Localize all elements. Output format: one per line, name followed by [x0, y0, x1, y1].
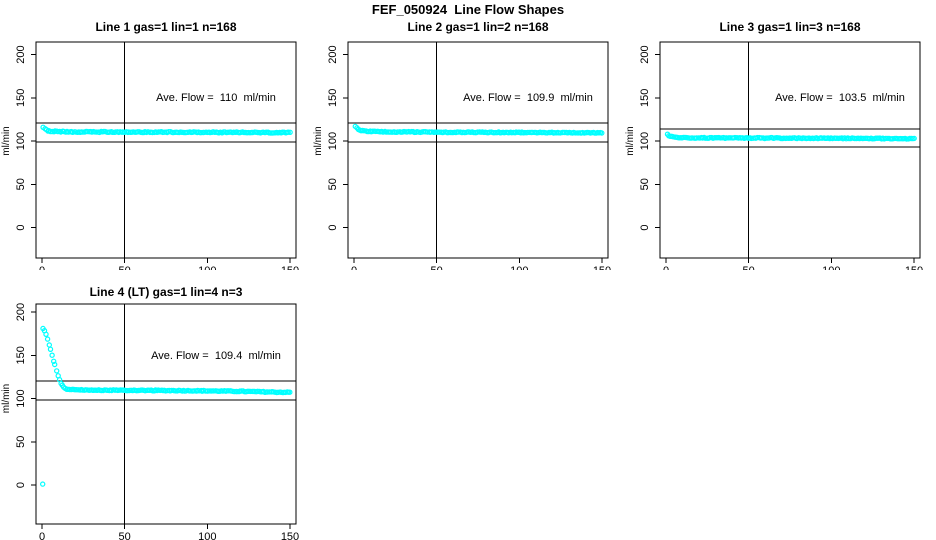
data-point	[201, 129, 207, 136]
data-point	[732, 134, 738, 141]
data-points	[664, 131, 917, 142]
panel-line2-chart: Line 2 gas=1 lin=2 n=168 Ave. Flow = 109…	[313, 20, 611, 270]
data-point	[44, 336, 51, 342]
y-tick-label: 0	[639, 224, 651, 230]
avg-flow-label: Ave. Flow = 103.5 ml/min	[775, 92, 905, 104]
y-tick-label: 200	[639, 45, 651, 63]
y-axis-label: ml/min	[1, 384, 12, 413]
data-point	[693, 135, 700, 141]
avg-flow-label: Ave. Flow = 109.9 ml/min	[463, 92, 593, 104]
x-tick-label: 50	[431, 265, 443, 270]
y-tick-label: 200	[15, 45, 27, 63]
data-point	[43, 331, 49, 338]
data-point	[287, 389, 293, 395]
y-tick-label: 0	[327, 224, 339, 230]
y-tick-label: 100	[15, 389, 27, 407]
y-tick-label: 150	[639, 89, 651, 107]
x-tick-label: 0	[351, 265, 357, 270]
y-tick-label: 100	[639, 132, 651, 150]
x-tick-label: 150	[281, 265, 299, 270]
data-points	[40, 325, 293, 487]
y-tick-label: 50	[15, 178, 27, 190]
y-tick-label: 100	[15, 132, 27, 150]
data-point	[49, 352, 55, 358]
figure-title: FEF_050924 Line Flow Shapes	[371, 2, 565, 17]
panel-line1-chart: Line 1 gas=1 lin=1 n=168 Ave. Flow = 110…	[1, 20, 299, 270]
data-point	[93, 129, 100, 135]
data-point	[474, 129, 481, 135]
x-tick-label: 100	[510, 265, 528, 270]
x-tick-label: 0	[39, 531, 45, 540]
data-point	[109, 129, 116, 135]
x-tick-label: 100	[198, 531, 216, 540]
panel-title: Line 3 gas=1 lin=3 n=168	[719, 20, 860, 34]
y-tick-label: 50	[15, 436, 27, 448]
data-point	[198, 129, 204, 136]
data-point	[370, 128, 376, 134]
x-tick-label: 100	[198, 265, 216, 270]
outlier-point	[40, 481, 46, 487]
data-point	[287, 129, 293, 135]
avg-flow-label: Ave. Flow = 109.4 ml/min	[151, 350, 281, 362]
x-tick-label: 0	[39, 265, 45, 270]
x-tick-label: 150	[593, 265, 611, 270]
x-tick-label: 150	[905, 265, 923, 270]
data-point	[911, 135, 917, 142]
x-tick-label: 50	[119, 531, 131, 540]
y-tick-label: 100	[327, 132, 339, 150]
data-point	[47, 346, 54, 353]
panel-title: Line 1 gas=1 lin=1 n=168	[95, 20, 236, 34]
y-tick-label: 0	[15, 224, 27, 230]
plot-box	[659, 41, 921, 259]
data-point	[599, 130, 605, 136]
x-tick-label: 150	[281, 531, 299, 540]
plot-area: 0 50 100 150 0 50 100 150 200 ml/min	[1, 41, 299, 270]
plot-area: 0 50 100 150 0 50 100 150 200 ml/min	[313, 41, 611, 270]
data-point	[783, 135, 790, 141]
data-point	[52, 361, 58, 368]
data-point	[54, 368, 60, 374]
y-tick-label: 0	[15, 482, 27, 488]
x-tick-label: 50	[743, 265, 755, 270]
y-tick-label: 200	[15, 303, 27, 321]
y-tick-label: 150	[327, 89, 339, 107]
data-point	[275, 389, 281, 396]
x-tick-label: 0	[663, 265, 669, 270]
data-point	[455, 129, 462, 135]
y-tick-label: 50	[639, 178, 651, 190]
plot-box	[35, 41, 297, 259]
data-point	[285, 129, 291, 135]
y-axis-label: ml/min	[625, 126, 636, 155]
plot-box	[35, 303, 297, 525]
y-axis-label: ml/min	[1, 126, 12, 155]
plot-area: 0 50 100 150 0 50 100 150 200 ml/min	[1, 303, 299, 540]
data-points	[40, 124, 293, 136]
y-tick-label: 150	[15, 346, 27, 364]
panel-line4-chart: Line 4 (LT) gas=1 lin=4 n=3 Ave. Flow = …	[1, 285, 299, 540]
data-point	[51, 358, 57, 365]
avg-flow-label: Ave. Flow = 110 ml/min	[156, 92, 276, 104]
x-tick-label: 50	[119, 265, 131, 270]
y-tick-label: 50	[327, 178, 339, 190]
x-tick-label: 100	[822, 265, 840, 270]
y-axis-label: ml/min	[313, 126, 324, 155]
panel-title: Line 2 gas=1 lin=2 n=168	[407, 20, 548, 34]
plot-box	[347, 41, 609, 259]
y-tick-label: 200	[327, 45, 339, 63]
data-point	[230, 129, 237, 135]
panel-title: Line 4 (LT) gas=1 lin=4 n=3	[90, 285, 243, 299]
plot-area: 0 50 100 150 0 50 100 150 200 ml/min	[625, 41, 923, 270]
y-tick-label: 150	[15, 89, 27, 107]
panel-line3-chart: Line 3 gas=1 lin=3 n=168 Ave. Flow = 103…	[625, 20, 923, 270]
data-point	[46, 342, 53, 348]
data-point	[361, 127, 367, 134]
data-points	[352, 123, 605, 136]
